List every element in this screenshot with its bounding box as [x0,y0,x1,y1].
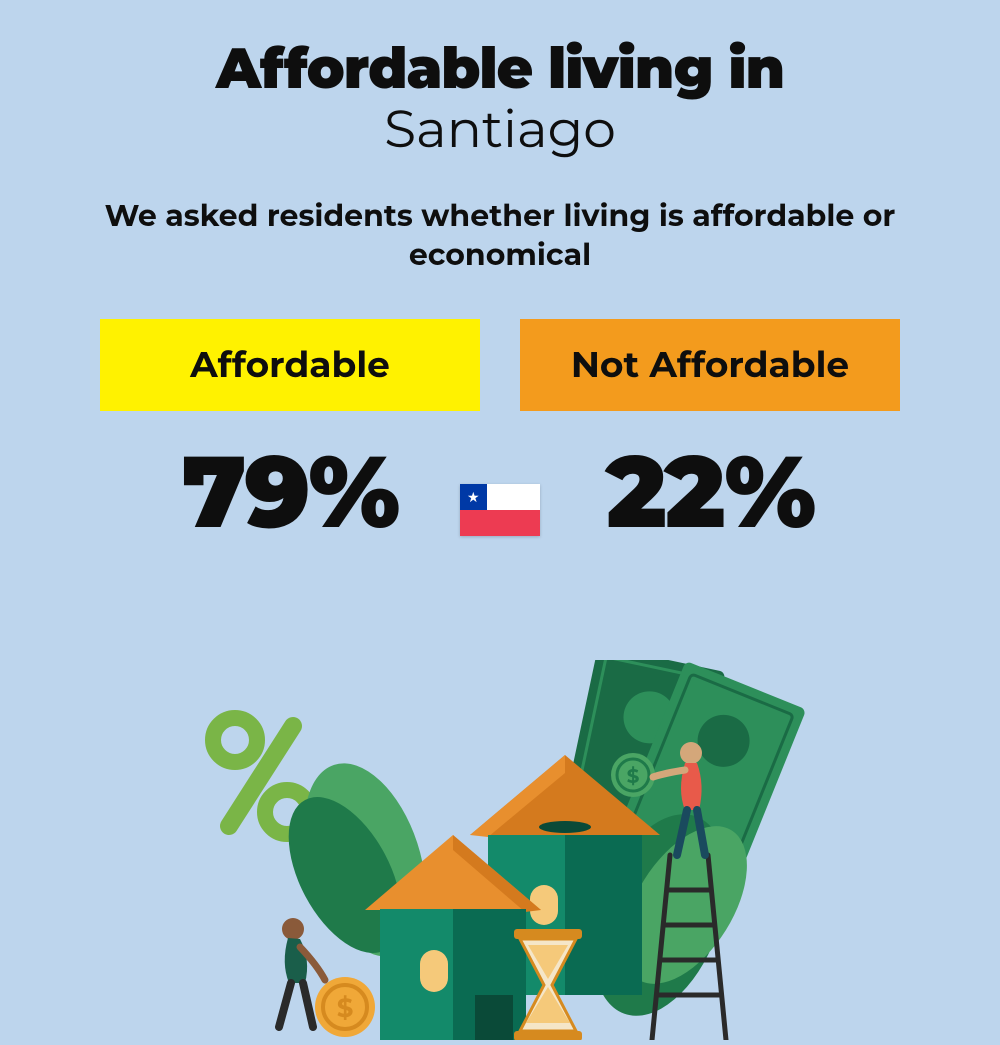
title-block: Affordable living in Santiago [216,35,784,161]
stat-not-affordable-value: 22% [606,431,814,553]
stat-not-affordable-label: Not Affordable [520,319,900,411]
question-text: We asked residents whether living is aff… [100,196,900,274]
title-line2: Santiago [216,98,784,161]
stat-affordable: Affordable 79% [100,319,480,553]
chile-flag-icon: ★ [460,484,540,536]
svg-text:$: $ [627,765,640,789]
stat-affordable-label: Affordable [100,319,480,411]
stat-affordable-value: 79% [182,431,398,553]
house-money-illustration: $ $ [190,660,810,1040]
stat-not-affordable: Not Affordable 22% [520,319,900,553]
svg-text:$: $ [337,992,354,1024]
stats-row: Affordable 79% Not Affordable 22% ★ [0,319,1000,553]
title-line1: Affordable living in [216,35,784,103]
